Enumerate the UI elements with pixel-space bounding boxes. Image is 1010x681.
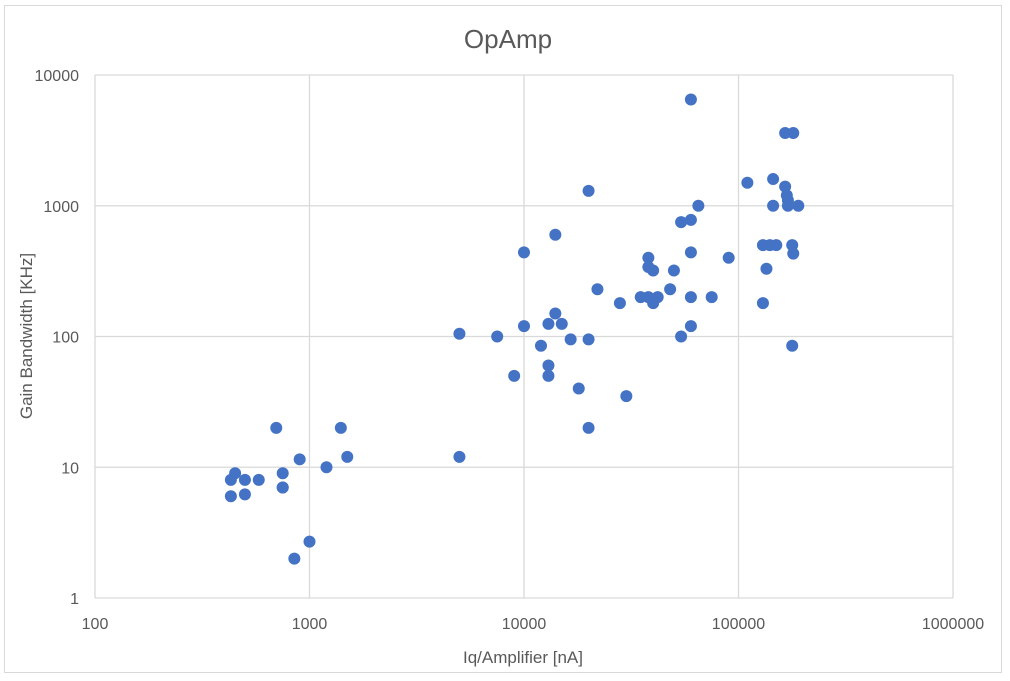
data-point [238,488,251,501]
data-point [675,216,688,229]
data-point [572,382,585,395]
data-point [542,359,555,372]
data-point [453,450,466,463]
data-point [684,246,697,259]
data-point [341,450,354,463]
data-point [684,213,697,226]
y-axis-label: Gain Bandwidth [KHz] [17,253,36,419]
y-tick-label: 10000 [35,68,80,85]
data-points [224,93,805,565]
data-point [787,247,800,260]
x-axis-label: Iq/Amplifier [nA] [463,648,583,667]
x-tick-label: 1000 [292,616,328,633]
data-point [270,421,283,434]
data-point [667,264,680,277]
data-point [582,333,595,346]
data-point [705,291,718,304]
chart-title: OpAmp [464,24,552,54]
data-point [786,339,799,352]
data-point [491,330,504,343]
y-tick-label: 10 [61,460,79,477]
data-point [741,176,754,189]
x-tick-label: 10000 [502,616,547,633]
data-point [229,467,242,480]
data-point [534,339,547,352]
data-point [453,327,466,340]
data-point [288,552,301,565]
data-point [684,93,697,106]
data-point [224,490,237,503]
grid-lines [94,74,954,599]
data-point [767,173,780,186]
data-point [334,421,347,434]
data-point [508,369,521,382]
data-point [770,239,783,252]
data-point [549,228,562,241]
data-point [684,320,697,333]
x-tick-label: 1000000 [922,616,984,633]
data-point [582,421,595,434]
data-point [651,291,664,304]
data-point [555,317,568,330]
data-point [542,369,555,382]
data-point [518,246,530,259]
data-point [620,390,633,403]
data-point [542,317,555,330]
data-point [613,297,626,310]
data-point [276,467,289,480]
data-point [692,199,705,212]
data-point [792,199,805,212]
data-point [238,473,251,486]
data-point [518,320,530,333]
data-point [684,291,697,304]
x-tick-label: 100000 [712,616,765,633]
y-tick-label: 100 [52,330,79,347]
data-point [252,473,265,486]
data-point [549,307,562,320]
data-point [787,127,800,140]
data-point [582,184,595,197]
data-point [642,251,655,264]
data-point [767,199,780,212]
data-point [760,262,773,275]
data-point [564,333,577,346]
data-point [293,453,306,466]
data-point [303,535,316,548]
x-tick-label: 100 [82,616,109,633]
chart-frame [4,5,1002,673]
data-point [675,330,688,343]
data-point [320,461,333,474]
y-tick-label: 1 [70,591,79,608]
y-tick-label: 1000 [43,199,79,216]
data-point [591,283,604,296]
data-point [722,251,735,264]
data-point [647,264,660,277]
data-point [664,283,677,296]
tick-labels: 100 1000 10000 100000 1000000 1 10 100 1000 10000 [35,68,985,633]
data-point [756,297,769,310]
data-point [276,481,289,494]
data-point [781,199,794,212]
